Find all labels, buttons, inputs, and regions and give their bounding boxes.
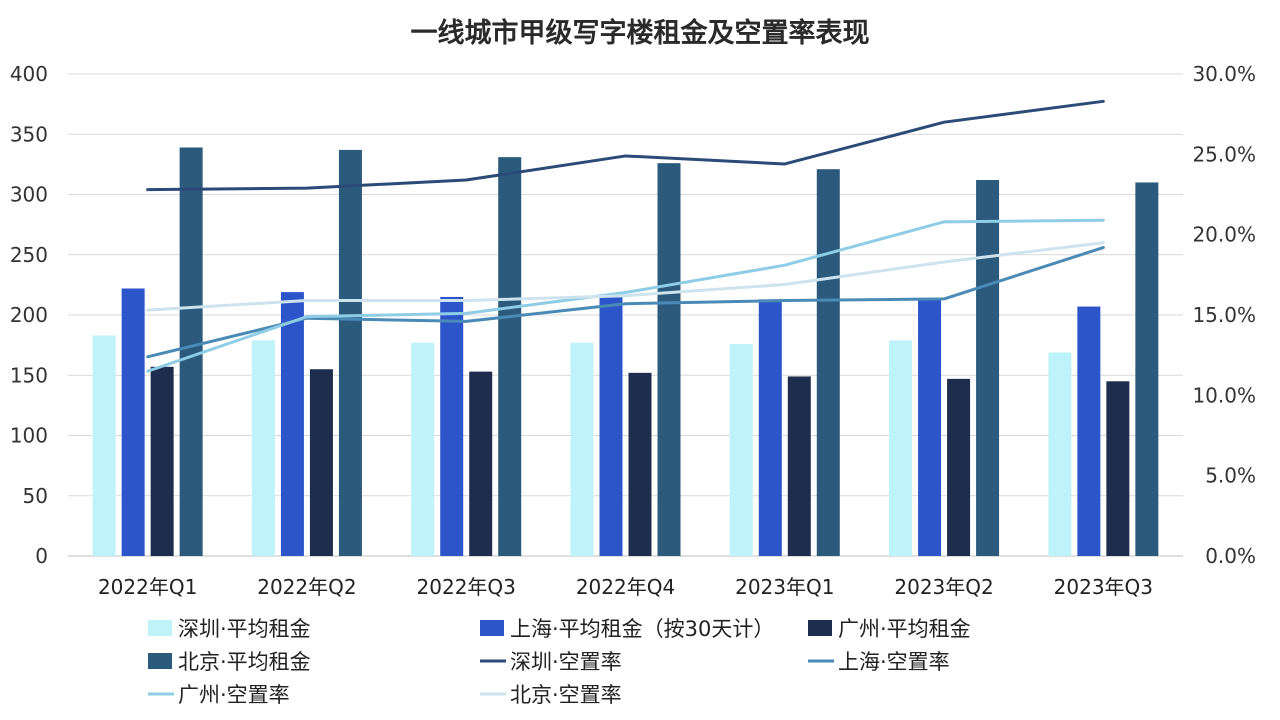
bar [1077,306,1101,556]
bar [918,298,942,556]
y-right-tick-label: 10.0% [1192,383,1256,407]
bar [816,169,840,556]
legend-label: 广州·平均租金 [838,617,971,641]
legend-label: 北京·平均租金 [178,650,311,674]
y-left-tick-label: 300 [10,183,48,207]
y-left-tick-label: 100 [10,424,48,448]
bar [787,376,811,556]
y-left-tick-label: 50 [23,484,48,508]
bar [150,366,174,556]
bar [1106,381,1130,556]
legend-label: 深圳·平均租金 [178,617,311,641]
y-left-tick-label: 0 [35,544,48,568]
y-right-tick-label: 30.0% [1192,62,1256,86]
legend-swatch [148,620,172,636]
bar [498,157,522,556]
bar [889,340,913,556]
bar [280,292,304,556]
legend-label: 北京·空置率 [510,683,622,707]
bar [179,147,203,556]
y-right-tick-label: 5.0% [1205,464,1256,488]
bar [92,335,116,556]
bar [309,369,333,556]
x-tick-label: 2023年Q2 [894,575,993,599]
bar [411,342,435,556]
bars [92,147,1159,557]
bar [657,163,681,557]
bar [628,372,652,556]
series-lines [146,99,1105,373]
y-right-tick-label: 15.0% [1192,303,1256,327]
y-left-tick-label: 250 [10,243,48,267]
series-line [146,99,1105,192]
axes: 0 50 100 150 200 250 300 350 400 0.0% 5.0% 10.0% 15.… [10,62,1256,599]
bar [947,378,971,556]
bar [251,340,275,556]
y-left-tick-label: 150 [10,363,48,387]
y-right-tick-label: 20.0% [1192,223,1256,247]
legend-label: 深圳·空置率 [510,650,622,674]
series-line [146,218,1105,373]
series-line [146,246,1105,359]
bar [1048,352,1072,556]
x-tick-label: 2022年Q1 [98,575,197,599]
bar [338,149,362,557]
grid-lines [68,73,1183,557]
legend-swatch [148,653,172,669]
x-tick-label: 2022年Q2 [257,575,356,599]
bar [758,299,782,556]
y-left-tick-label: 350 [10,122,48,146]
legend-label: 上海·平均租金（按30天计） [510,617,774,641]
y-left-tick-label: 400 [10,62,48,86]
y-right-tick-label: 0.0% [1205,544,1256,568]
bar [976,180,1000,557]
bar [469,371,493,556]
bar [440,296,464,556]
chart-title: 一线城市甲级写字楼租金及空置率表现 [411,17,870,49]
bar [121,288,145,556]
legend-swatch [480,620,504,636]
legend-label: 广州·空置率 [178,683,290,707]
y-left-tick-label: 200 [10,303,48,327]
bar [599,296,623,556]
bar [1135,182,1159,556]
legend-swatch [808,620,832,636]
series-line [146,241,1105,312]
x-tick-label: 2022年Q3 [417,575,516,599]
x-tick-label: 2023年Q1 [735,575,834,599]
x-tick-label: 2023年Q3 [1054,575,1153,599]
bar [570,342,594,556]
legend-label: 上海·空置率 [838,650,950,674]
x-tick-label: 2022年Q4 [576,575,675,599]
bar [729,343,753,556]
y-right-tick-label: 25.0% [1192,142,1256,166]
